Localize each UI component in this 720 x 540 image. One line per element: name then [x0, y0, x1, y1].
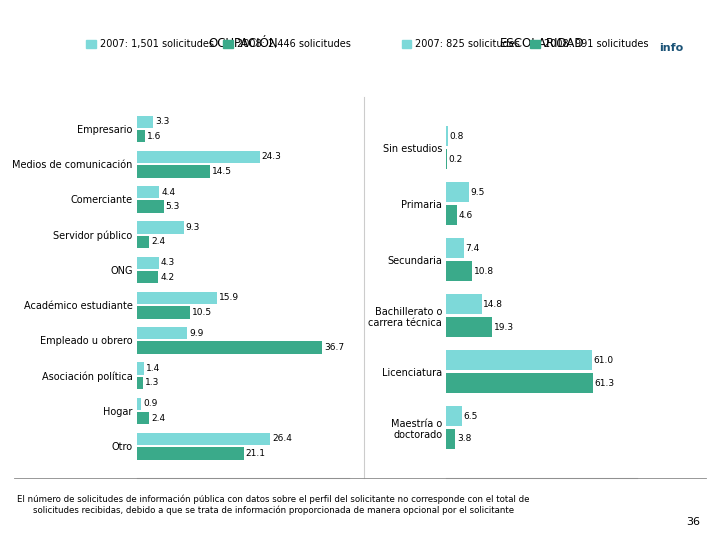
Text: 15.9: 15.9 — [219, 293, 239, 302]
Text: 26.4: 26.4 — [272, 435, 292, 443]
Text: El número de solicitudes de información pública con datos sobre el perfil del so: El número de solicitudes de información … — [17, 495, 530, 515]
Text: 24.3: 24.3 — [261, 152, 282, 161]
Text: 19.3: 19.3 — [494, 322, 514, 332]
Text: 9.9: 9.9 — [189, 329, 203, 338]
Text: 61.3: 61.3 — [594, 379, 614, 388]
Text: 7.4: 7.4 — [465, 244, 480, 253]
Bar — [137, 306, 190, 319]
Text: 9.3: 9.3 — [186, 223, 200, 232]
Text: 2.4: 2.4 — [151, 238, 165, 246]
Bar — [446, 429, 456, 449]
Bar — [137, 165, 210, 178]
Text: 36: 36 — [686, 517, 700, 527]
Bar — [137, 292, 217, 304]
Bar — [137, 412, 149, 424]
Text: 9.5: 9.5 — [470, 187, 485, 197]
Bar — [137, 433, 270, 445]
Bar — [137, 447, 243, 460]
Bar — [137, 341, 323, 354]
Bar — [137, 271, 158, 284]
Text: 6.5: 6.5 — [464, 411, 477, 421]
Bar — [137, 377, 143, 389]
Legend: 2007: 1,501 solicitudes, 2008: 2,446 solicitudes: 2007: 1,501 solicitudes, 2008: 2,446 sol… — [82, 36, 355, 53]
Bar — [446, 183, 469, 202]
Text: 0.9: 0.9 — [143, 399, 158, 408]
Text: 3.8: 3.8 — [457, 435, 472, 443]
Text: Sociodemográficos: Sociodemográficos — [11, 16, 234, 37]
Text: 10.5: 10.5 — [192, 308, 212, 317]
Text: 10.8: 10.8 — [474, 267, 494, 275]
Bar — [137, 116, 153, 128]
Bar — [137, 362, 144, 375]
Bar — [446, 205, 457, 225]
Text: 2007 y 2008: 2007 y 2008 — [11, 49, 85, 62]
Text: 4.2: 4.2 — [160, 273, 174, 282]
Bar — [137, 151, 260, 163]
Bar — [137, 256, 158, 269]
Title: OCUPACIÓN: OCUPACIÓN — [208, 37, 278, 50]
Bar — [446, 373, 593, 393]
Text: 4.3: 4.3 — [161, 258, 175, 267]
Text: 2.4: 2.4 — [151, 414, 165, 423]
Text: 14.8: 14.8 — [483, 300, 503, 308]
Text: 14.5: 14.5 — [212, 167, 232, 176]
Text: 1.4: 1.4 — [146, 364, 160, 373]
Bar — [137, 200, 163, 213]
Bar — [446, 317, 492, 337]
Bar — [137, 221, 184, 234]
Bar — [446, 406, 462, 426]
Bar — [137, 236, 149, 248]
Text: 1.3: 1.3 — [145, 379, 160, 387]
Text: 3.3: 3.3 — [156, 117, 170, 126]
Bar — [446, 126, 449, 146]
Bar — [137, 397, 141, 410]
Text: 4.4: 4.4 — [161, 188, 175, 197]
Bar — [137, 130, 145, 143]
Text: 4.6: 4.6 — [459, 211, 473, 220]
Title: ESCOLARIDAD: ESCOLARIDAD — [500, 37, 584, 50]
Text: 36.7: 36.7 — [325, 343, 345, 352]
Text: 21.1: 21.1 — [246, 449, 266, 458]
Text: 0.2: 0.2 — [449, 154, 462, 164]
Bar — [446, 238, 464, 258]
Bar — [446, 261, 472, 281]
Text: info: info — [659, 43, 683, 53]
Bar — [137, 186, 159, 198]
Text: 0.8: 0.8 — [450, 132, 464, 140]
Text: 61.0: 61.0 — [593, 355, 613, 364]
Bar — [137, 327, 187, 339]
Text: 5.3: 5.3 — [166, 202, 180, 211]
Bar — [446, 350, 592, 370]
Bar — [446, 294, 482, 314]
Legend: 2007: 825 solicitudes, 2008: 991 solicitudes: 2007: 825 solicitudes, 2008: 991 solicit… — [398, 36, 652, 53]
Text: 1.6: 1.6 — [147, 132, 161, 140]
